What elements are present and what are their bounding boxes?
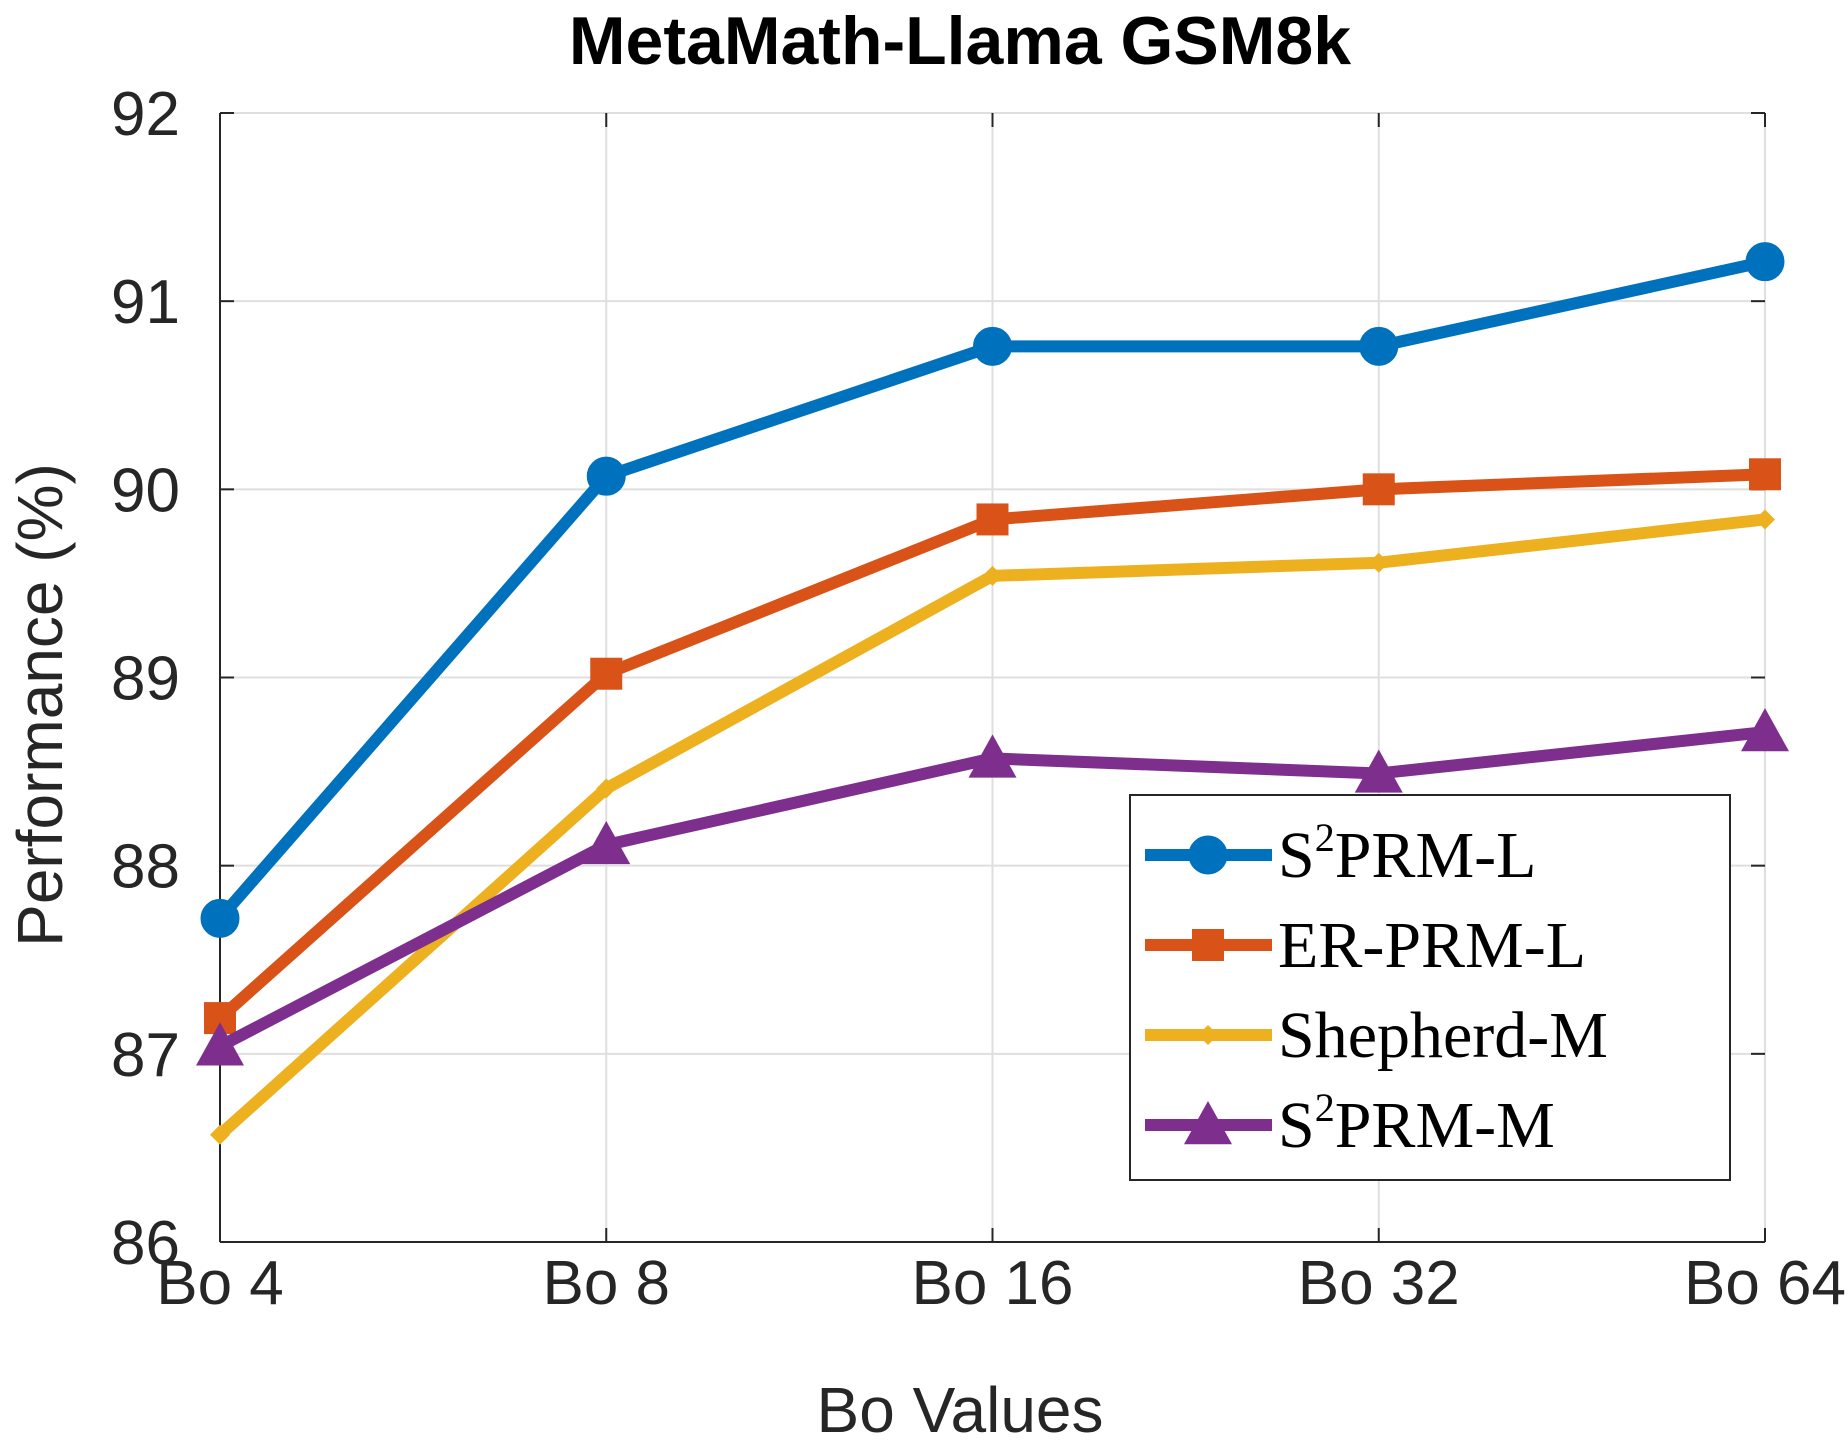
legend-entry: S2PRM-M bbox=[1145, 1085, 1555, 1162]
data-point bbox=[210, 1124, 230, 1145]
data-point bbox=[968, 734, 1017, 778]
series-shepherd-m bbox=[210, 509, 1775, 1145]
y-axis-label: Performance (%) bbox=[4, 463, 76, 947]
x-tick-label: Bo 64 bbox=[1684, 1249, 1846, 1318]
data-point bbox=[1368, 552, 1389, 573]
data-point bbox=[982, 565, 1003, 586]
legend-swatch-marker bbox=[1192, 929, 1224, 961]
y-tick-label: 88 bbox=[111, 833, 180, 902]
y-tick-label: 89 bbox=[111, 645, 180, 714]
data-point bbox=[586, 456, 626, 496]
y-tick-label: 90 bbox=[111, 456, 180, 525]
chart-title: MetaMath-Llama GSM8k bbox=[569, 3, 1351, 79]
legend-entry: S2PRM-L bbox=[1145, 815, 1536, 892]
data-point bbox=[596, 778, 617, 799]
series-s2prm-m bbox=[196, 708, 1789, 1066]
legend-label: Shepherd-M bbox=[1278, 999, 1608, 1072]
legend-swatch-marker bbox=[1198, 1025, 1218, 1045]
x-tick-label: Bo 16 bbox=[911, 1249, 1073, 1318]
legend: S2PRM-L ER-PRM-L Shepherd-M S2PRM-M bbox=[1129, 794, 1731, 1181]
x-axis-label: Bo Values bbox=[817, 1374, 1104, 1446]
legend-entry: ER-PRM-L bbox=[1145, 909, 1586, 982]
data-point bbox=[1741, 708, 1789, 752]
data-point bbox=[1359, 326, 1399, 366]
data-point bbox=[196, 1022, 244, 1066]
data-point bbox=[1362, 473, 1395, 506]
legend-label: S2PRM-M bbox=[1278, 1085, 1555, 1162]
data-point bbox=[590, 657, 623, 690]
series-s2prm-l bbox=[200, 242, 1785, 938]
y-tick-label: 91 bbox=[111, 268, 180, 337]
x-axis-ticks: Bo 4 Bo 8 Bo 16 Bo 32 Bo 64 bbox=[156, 113, 1846, 1318]
data-point bbox=[1755, 509, 1775, 530]
series-layer bbox=[196, 242, 1789, 1145]
legend-label: S2PRM-L bbox=[1278, 815, 1536, 892]
legend-swatch-marker bbox=[1188, 835, 1228, 875]
legend-label: ER-PRM-L bbox=[1278, 909, 1586, 982]
data-point bbox=[582, 820, 631, 865]
legend-entry: Shepherd-M bbox=[1145, 999, 1608, 1072]
x-tick-label: Bo 32 bbox=[1298, 1249, 1460, 1318]
x-tick-label: Bo 8 bbox=[542, 1249, 670, 1318]
data-point bbox=[1354, 749, 1403, 793]
legend-swatch-marker bbox=[1184, 1101, 1232, 1145]
data-point bbox=[973, 326, 1012, 366]
y-axis-ticks: 86 87 88 89 90 91 92 bbox=[111, 80, 1765, 1278]
data-point bbox=[200, 898, 240, 938]
data-point bbox=[1745, 242, 1785, 282]
series-er-prm-l bbox=[204, 458, 1781, 1035]
y-tick-label: 86 bbox=[111, 1209, 180, 1278]
x-tick-label: Bo 4 bbox=[156, 1249, 284, 1318]
data-point bbox=[1749, 458, 1781, 491]
y-tick-label: 87 bbox=[111, 1021, 180, 1090]
y-tick-label: 92 bbox=[111, 80, 180, 149]
data-point bbox=[976, 503, 1009, 536]
grid bbox=[219, 112, 1766, 1243]
